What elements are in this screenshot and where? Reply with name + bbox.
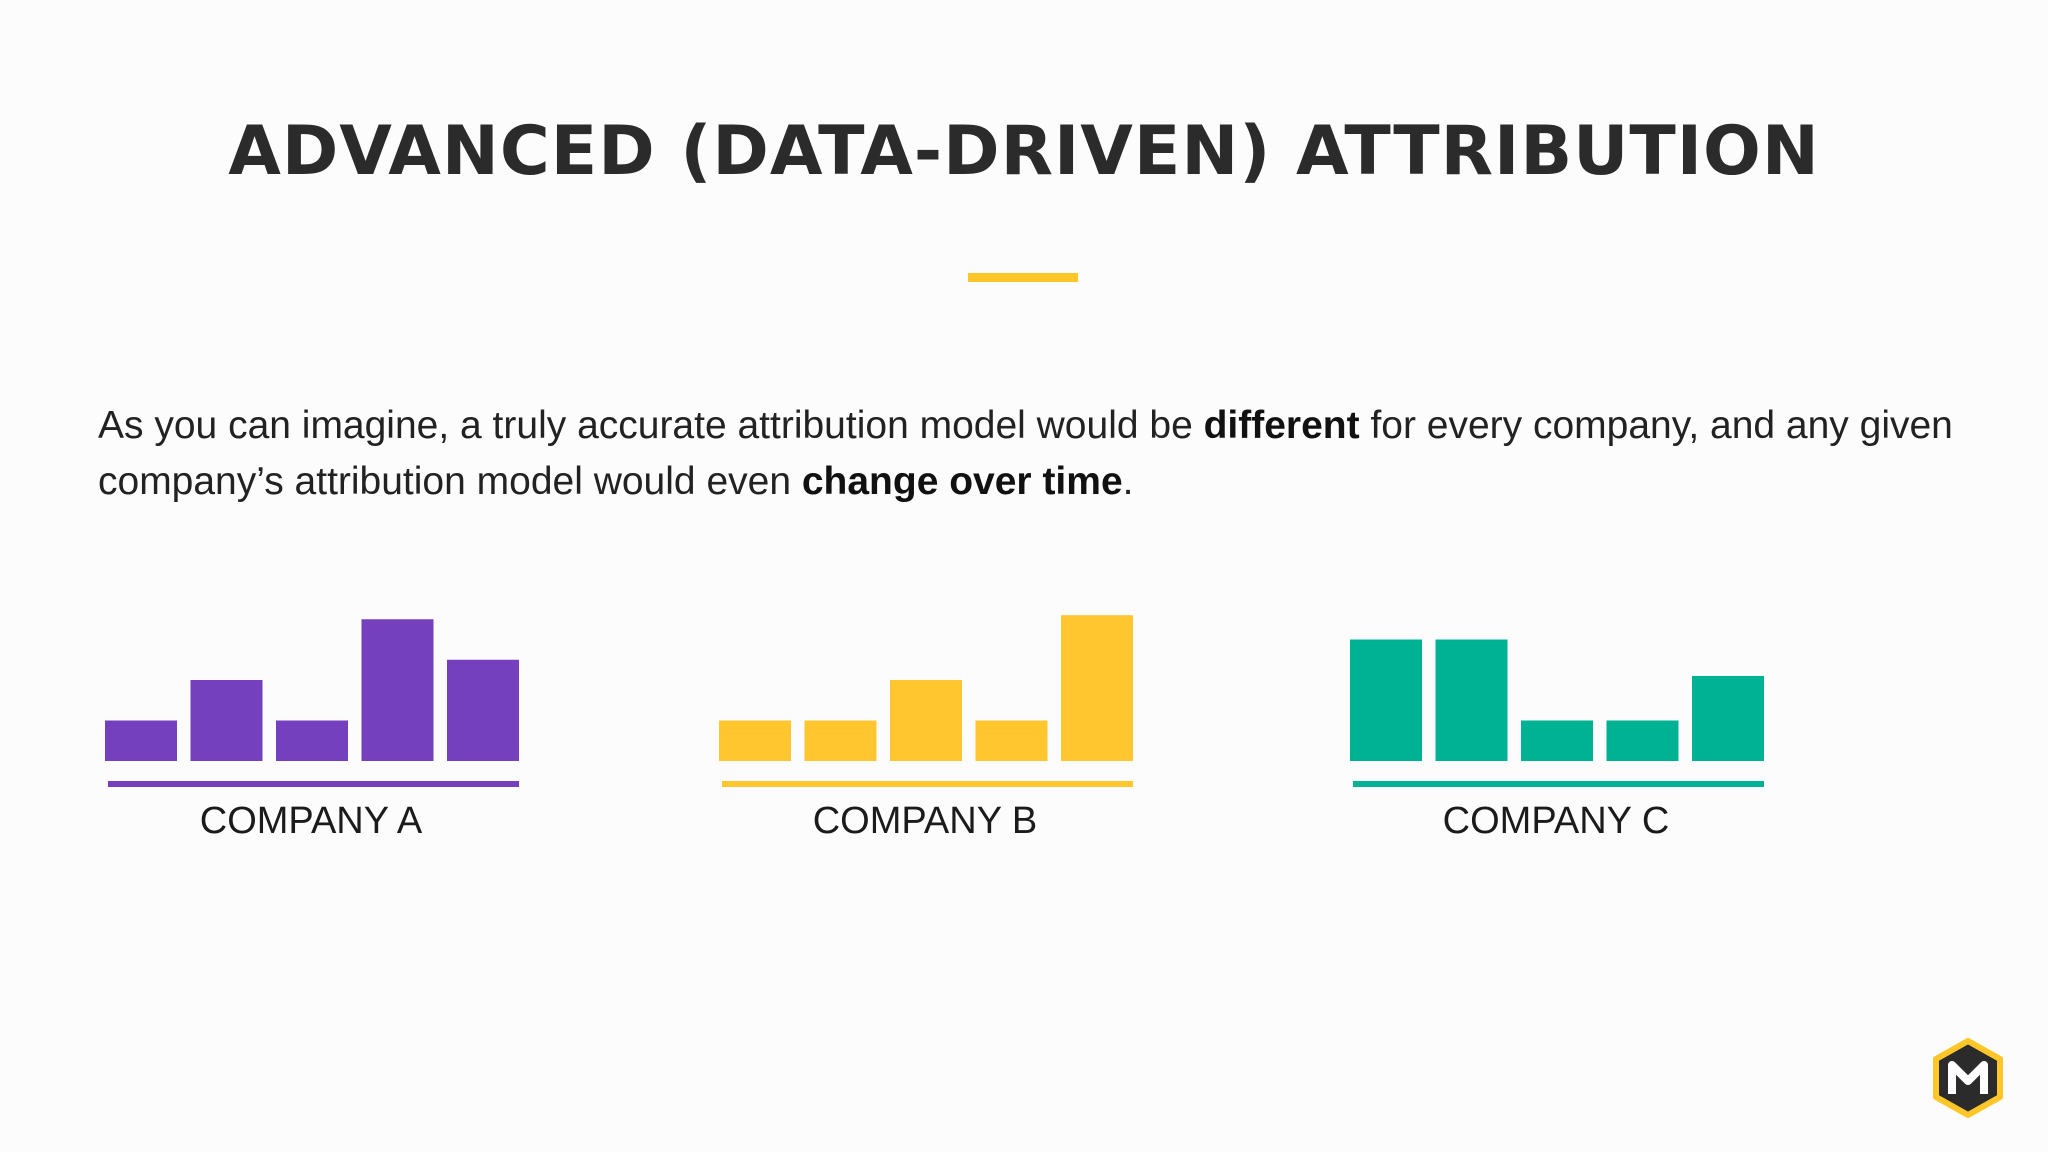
company-c-bar-5 (1692, 675, 1764, 761)
company-c-bar-3 (1521, 720, 1593, 761)
company-a-bar-1 (105, 720, 177, 761)
paragraph-bold-different: different (1203, 404, 1360, 447)
slide-title: ADVANCED (DATA-DRIVEN) ATTRIBUTION (228, 112, 1820, 191)
paragraph-bold-change-over-time: change over time (801, 460, 1123, 503)
company-c-bar-4 (1606, 720, 1679, 761)
company-b-bar-3 (890, 680, 962, 761)
company-a-bar-4 (361, 619, 434, 761)
slide-paragraph: As you can imagine, a truly accurate att… (98, 398, 1998, 510)
company-b-bar-4 (975, 720, 1048, 761)
company-c-bar-1 (1350, 639, 1422, 761)
company-c-bar-2 (1435, 639, 1508, 761)
company-b-label: COMPANY B (812, 800, 1038, 842)
paragraph-text-3: . (1122, 460, 1134, 503)
company-a-bar-3 (276, 720, 348, 761)
company-a-bar-5 (447, 659, 519, 761)
paragraph-text-1: As you can imagine, a truly accurate att… (98, 404, 1204, 447)
title-accent-bar (968, 273, 1078, 282)
company-b-bar-5 (1061, 615, 1133, 761)
company-b-baseline (722, 781, 1133, 787)
company-b-bar-1 (719, 720, 791, 761)
company-a-baseline (108, 781, 519, 787)
company-c-baseline (1353, 781, 1764, 787)
company-b-bar-2 (804, 720, 877, 761)
company-c-label: COMPANY C (1442, 800, 1670, 842)
hexagon-m-logo-icon (1933, 1038, 2003, 1118)
paragraph-text-2: for every company, and any given company… (98, 404, 1953, 503)
company-a-bar-2 (190, 680, 263, 761)
company-a-label: COMPANY A (199, 800, 423, 842)
